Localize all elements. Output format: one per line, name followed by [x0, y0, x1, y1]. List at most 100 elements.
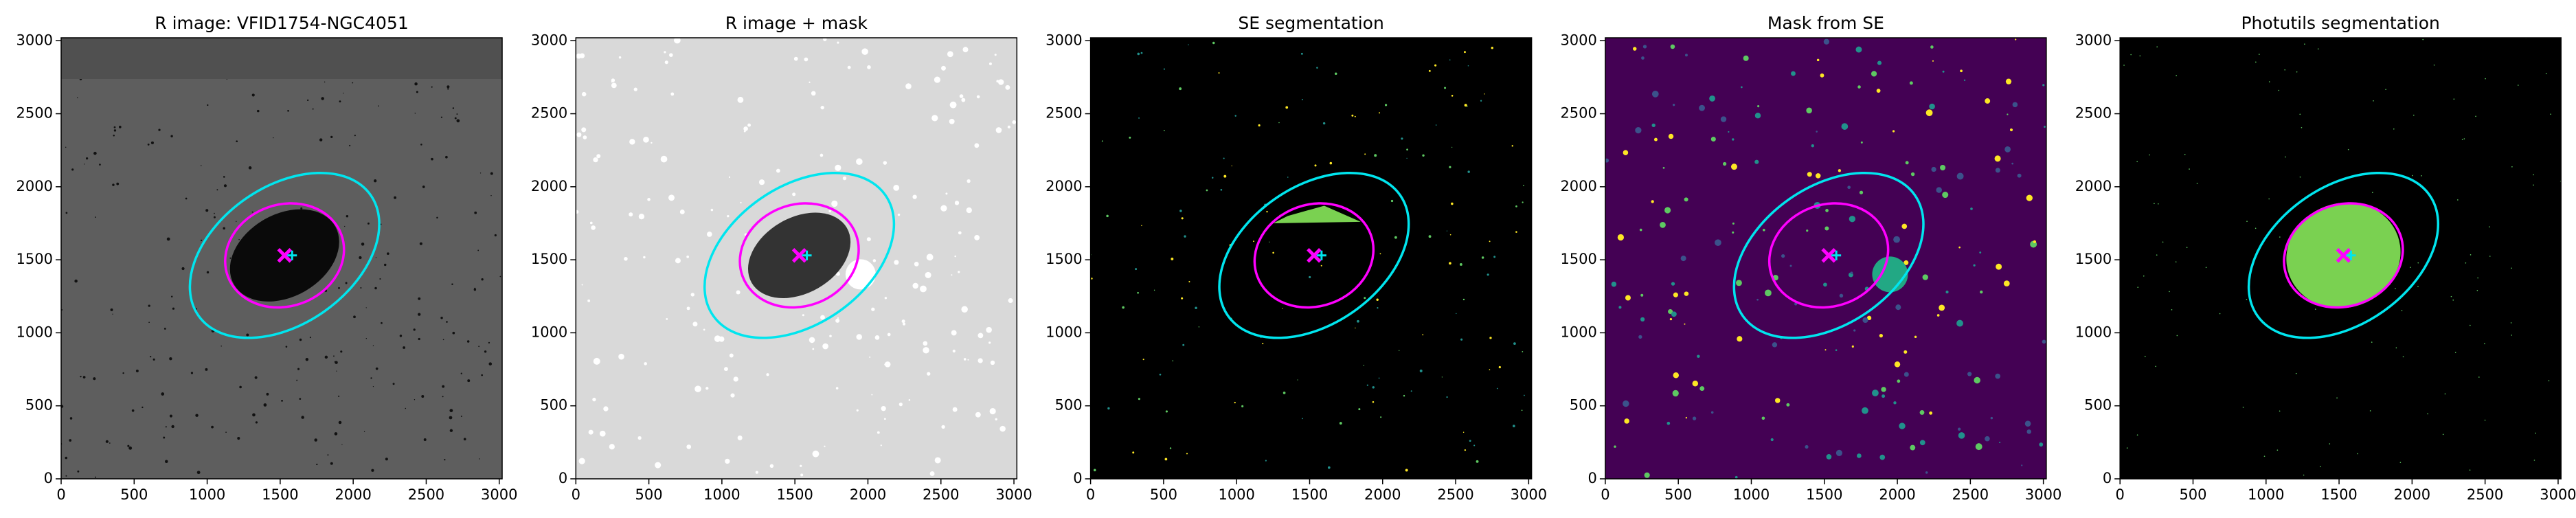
segment — [1135, 268, 1138, 271]
x-tick-label: 0 — [1086, 486, 1095, 503]
mask-blob — [1640, 293, 1644, 297]
x-tick-label: 0 — [572, 486, 580, 503]
segment — [2511, 267, 2512, 269]
mask-hole — [624, 256, 628, 261]
mask-blob — [2004, 146, 2011, 153]
star — [316, 463, 318, 466]
mask-hole — [629, 139, 635, 145]
mask-blob — [1680, 256, 1686, 262]
segment — [2517, 85, 2519, 86]
star — [452, 107, 455, 109]
segment — [2417, 262, 2419, 264]
mask-hole — [894, 260, 899, 265]
mask-blob — [1850, 271, 1853, 275]
star — [418, 297, 421, 300]
segment — [2126, 447, 2128, 449]
segment — [1314, 164, 1317, 167]
star — [481, 374, 484, 376]
mask-blob — [2012, 102, 2018, 108]
x-tick-label: 3000 — [995, 486, 1032, 503]
mask-blob — [1859, 190, 1864, 194]
segment — [1493, 256, 1496, 258]
mask-blob — [1743, 55, 1749, 61]
x-tick-label: 0 — [2116, 486, 2125, 503]
segment — [2156, 254, 2158, 256]
star — [381, 322, 383, 324]
star — [335, 361, 338, 364]
mask-blob — [1664, 207, 1671, 214]
star — [478, 346, 480, 348]
segment — [2329, 443, 2331, 444]
mask-hole — [837, 41, 839, 44]
segment — [2533, 174, 2534, 176]
segment — [1489, 240, 1491, 243]
star — [148, 322, 150, 324]
segment — [1142, 359, 1144, 361]
center-cross — [802, 250, 812, 260]
mask-blob — [1909, 81, 1913, 85]
segment — [1435, 124, 1437, 126]
star — [161, 392, 165, 396]
mask-blob — [1737, 336, 1743, 342]
star — [365, 337, 367, 339]
mask-blob — [2007, 113, 2009, 115]
mask-hole — [856, 334, 862, 340]
segment — [1467, 65, 1469, 67]
mask-hole — [812, 348, 815, 350]
star — [86, 157, 89, 160]
segment — [2176, 335, 2178, 337]
segment — [1467, 170, 1470, 173]
segment — [1434, 64, 1437, 67]
star — [239, 385, 242, 389]
mask-blob — [2039, 442, 2044, 447]
mask-blob — [1872, 390, 1879, 396]
x-tick-label: 1500 — [776, 486, 813, 503]
mask-blob — [1761, 416, 1765, 420]
mask-hole — [609, 444, 615, 450]
outer-ellipse — [703, 171, 896, 339]
star — [69, 439, 72, 442]
mask-blob — [1929, 103, 1935, 110]
mask-hole — [776, 168, 780, 173]
mask-blob — [1956, 319, 1963, 327]
mask-blob — [1855, 46, 1862, 53]
mask-hole — [660, 155, 668, 163]
mask-hole — [869, 356, 871, 358]
star — [375, 367, 379, 370]
mask-blob — [1857, 453, 1862, 458]
inner-ellipse — [2283, 202, 2404, 309]
segment — [1188, 280, 1190, 283]
star — [413, 328, 416, 331]
mask-blob — [1860, 141, 1863, 144]
segment — [2278, 89, 2280, 91]
mask-hole — [578, 458, 585, 464]
mask-hole — [856, 158, 863, 166]
star — [436, 216, 438, 219]
segment — [1379, 253, 1381, 255]
segment — [1464, 51, 1466, 54]
mask-blob — [1973, 264, 1976, 267]
segment — [2450, 295, 2452, 297]
segment — [1515, 205, 1517, 207]
image — [2120, 38, 2562, 479]
star — [297, 368, 300, 370]
outer-ellipse — [2247, 171, 2440, 339]
segment — [1419, 369, 1423, 372]
segment — [2357, 453, 2358, 455]
star — [312, 108, 314, 110]
mask-blob — [1720, 116, 1727, 122]
star — [420, 144, 422, 146]
mask-blob — [2024, 420, 2031, 427]
segment — [1320, 264, 1322, 267]
mask-hole — [812, 450, 820, 458]
star — [93, 151, 97, 155]
mask-blob — [1611, 281, 1617, 287]
segment — [1091, 278, 1093, 280]
mask-hole — [835, 164, 841, 171]
star — [452, 331, 455, 335]
star — [170, 135, 173, 137]
star — [463, 438, 466, 441]
segment — [1449, 166, 1451, 168]
segment — [2295, 372, 2297, 374]
segment — [1462, 431, 1465, 433]
